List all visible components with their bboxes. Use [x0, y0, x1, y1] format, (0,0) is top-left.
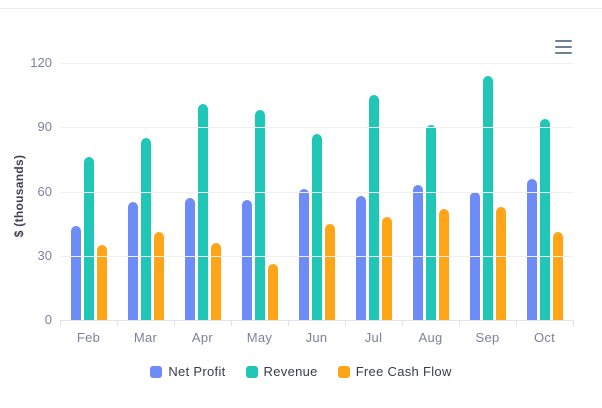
legend-label: Revenue: [263, 364, 318, 379]
grid-line: [60, 127, 573, 129]
legend-marker-icon: [150, 365, 163, 378]
bar[interactable]: [267, 264, 278, 320]
chart-legend: Net Profit Revenue Free Cash Flow: [0, 364, 602, 379]
bar[interactable]: [412, 185, 423, 320]
bar[interactable]: [298, 189, 309, 320]
x-tick-label: Sep: [475, 330, 500, 345]
x-tick-label: Jun: [305, 330, 328, 345]
bar-group: [516, 63, 573, 320]
bar-group: [174, 63, 231, 320]
legend-marker-icon: [337, 365, 350, 378]
y-tick-label: 60: [37, 183, 52, 199]
bar-group: [288, 63, 345, 320]
x-axis-tick: [117, 320, 118, 326]
bar[interactable]: [355, 195, 366, 320]
bar[interactable]: [184, 197, 195, 320]
x-axis-tick: [345, 320, 346, 326]
bar[interactable]: [368, 95, 379, 320]
x-tick-label: Mar: [133, 330, 158, 345]
bar[interactable]: [482, 75, 493, 320]
top-divider: [0, 8, 602, 9]
x-tick-label: Jul: [364, 330, 383, 345]
bar[interactable]: [552, 232, 563, 320]
x-axis-tick: [60, 320, 61, 326]
legend-item[interactable]: Revenue: [245, 364, 318, 379]
bar[interactable]: [324, 223, 335, 320]
bar-group: [345, 63, 402, 320]
y-tick-label: 0: [44, 312, 52, 327]
legend-label: Net Profit: [168, 364, 226, 379]
x-tick-label: May: [246, 330, 273, 345]
x-tick-label: Oct: [533, 330, 556, 345]
x-axis-tick: [516, 320, 517, 326]
bar[interactable]: [526, 178, 537, 320]
bar[interactable]: [311, 133, 322, 320]
menu-bar: [555, 40, 572, 43]
bar[interactable]: [83, 157, 94, 320]
legend-item[interactable]: Free Cash Flow: [337, 364, 452, 379]
x-axis-ticks: [60, 320, 574, 327]
bar[interactable]: [70, 225, 81, 320]
plot-area: [60, 63, 573, 321]
bar[interactable]: [438, 208, 449, 320]
bar[interactable]: [241, 200, 252, 320]
bar[interactable]: [197, 103, 208, 320]
chart-menu-icon[interactable]: [555, 40, 572, 54]
bar[interactable]: [425, 125, 436, 320]
bar[interactable]: [96, 245, 107, 320]
x-axis-tick: [231, 320, 232, 326]
legend-marker-icon: [245, 365, 258, 378]
bar[interactable]: [153, 232, 164, 320]
bar[interactable]: [381, 217, 392, 320]
legend-label: Free Cash Flow: [355, 364, 452, 379]
bar[interactable]: [539, 118, 550, 320]
y-tick-label: 90: [37, 119, 52, 135]
grid-line: [60, 63, 573, 64]
bar[interactable]: [495, 206, 506, 320]
bar[interactable]: [254, 110, 265, 320]
menu-bar: [555, 51, 572, 54]
x-tick-label: Feb: [76, 330, 101, 345]
bar-group: [60, 63, 117, 320]
legend-item[interactable]: Net Profit: [150, 364, 225, 379]
bar-groups: [60, 63, 573, 320]
grid-line: [60, 191, 573, 193]
y-axis-labels: 0 30 60 90 120: [0, 56, 52, 327]
y-tick-label: 120: [30, 55, 52, 70]
grid-line: [60, 255, 573, 257]
bar[interactable]: [140, 137, 151, 320]
bar-group: [231, 63, 288, 320]
x-axis-tick: [459, 320, 460, 326]
menu-bar: [555, 45, 572, 49]
x-axis-tick: [288, 320, 289, 326]
bar[interactable]: [210, 242, 221, 320]
x-axis-tick: [573, 320, 574, 326]
x-axis-labels: Feb Mar Apr May Jun Jul Aug Sep Oct: [60, 330, 573, 345]
x-axis-tick: [402, 320, 403, 326]
x-tick-label: Aug: [418, 330, 443, 345]
bar-group: [402, 63, 459, 320]
x-tick-label: Apr: [191, 330, 214, 345]
y-tick-label: 30: [37, 247, 52, 263]
x-axis-tick: [174, 320, 175, 326]
bar[interactable]: [127, 202, 138, 320]
bar-group: [117, 63, 174, 320]
